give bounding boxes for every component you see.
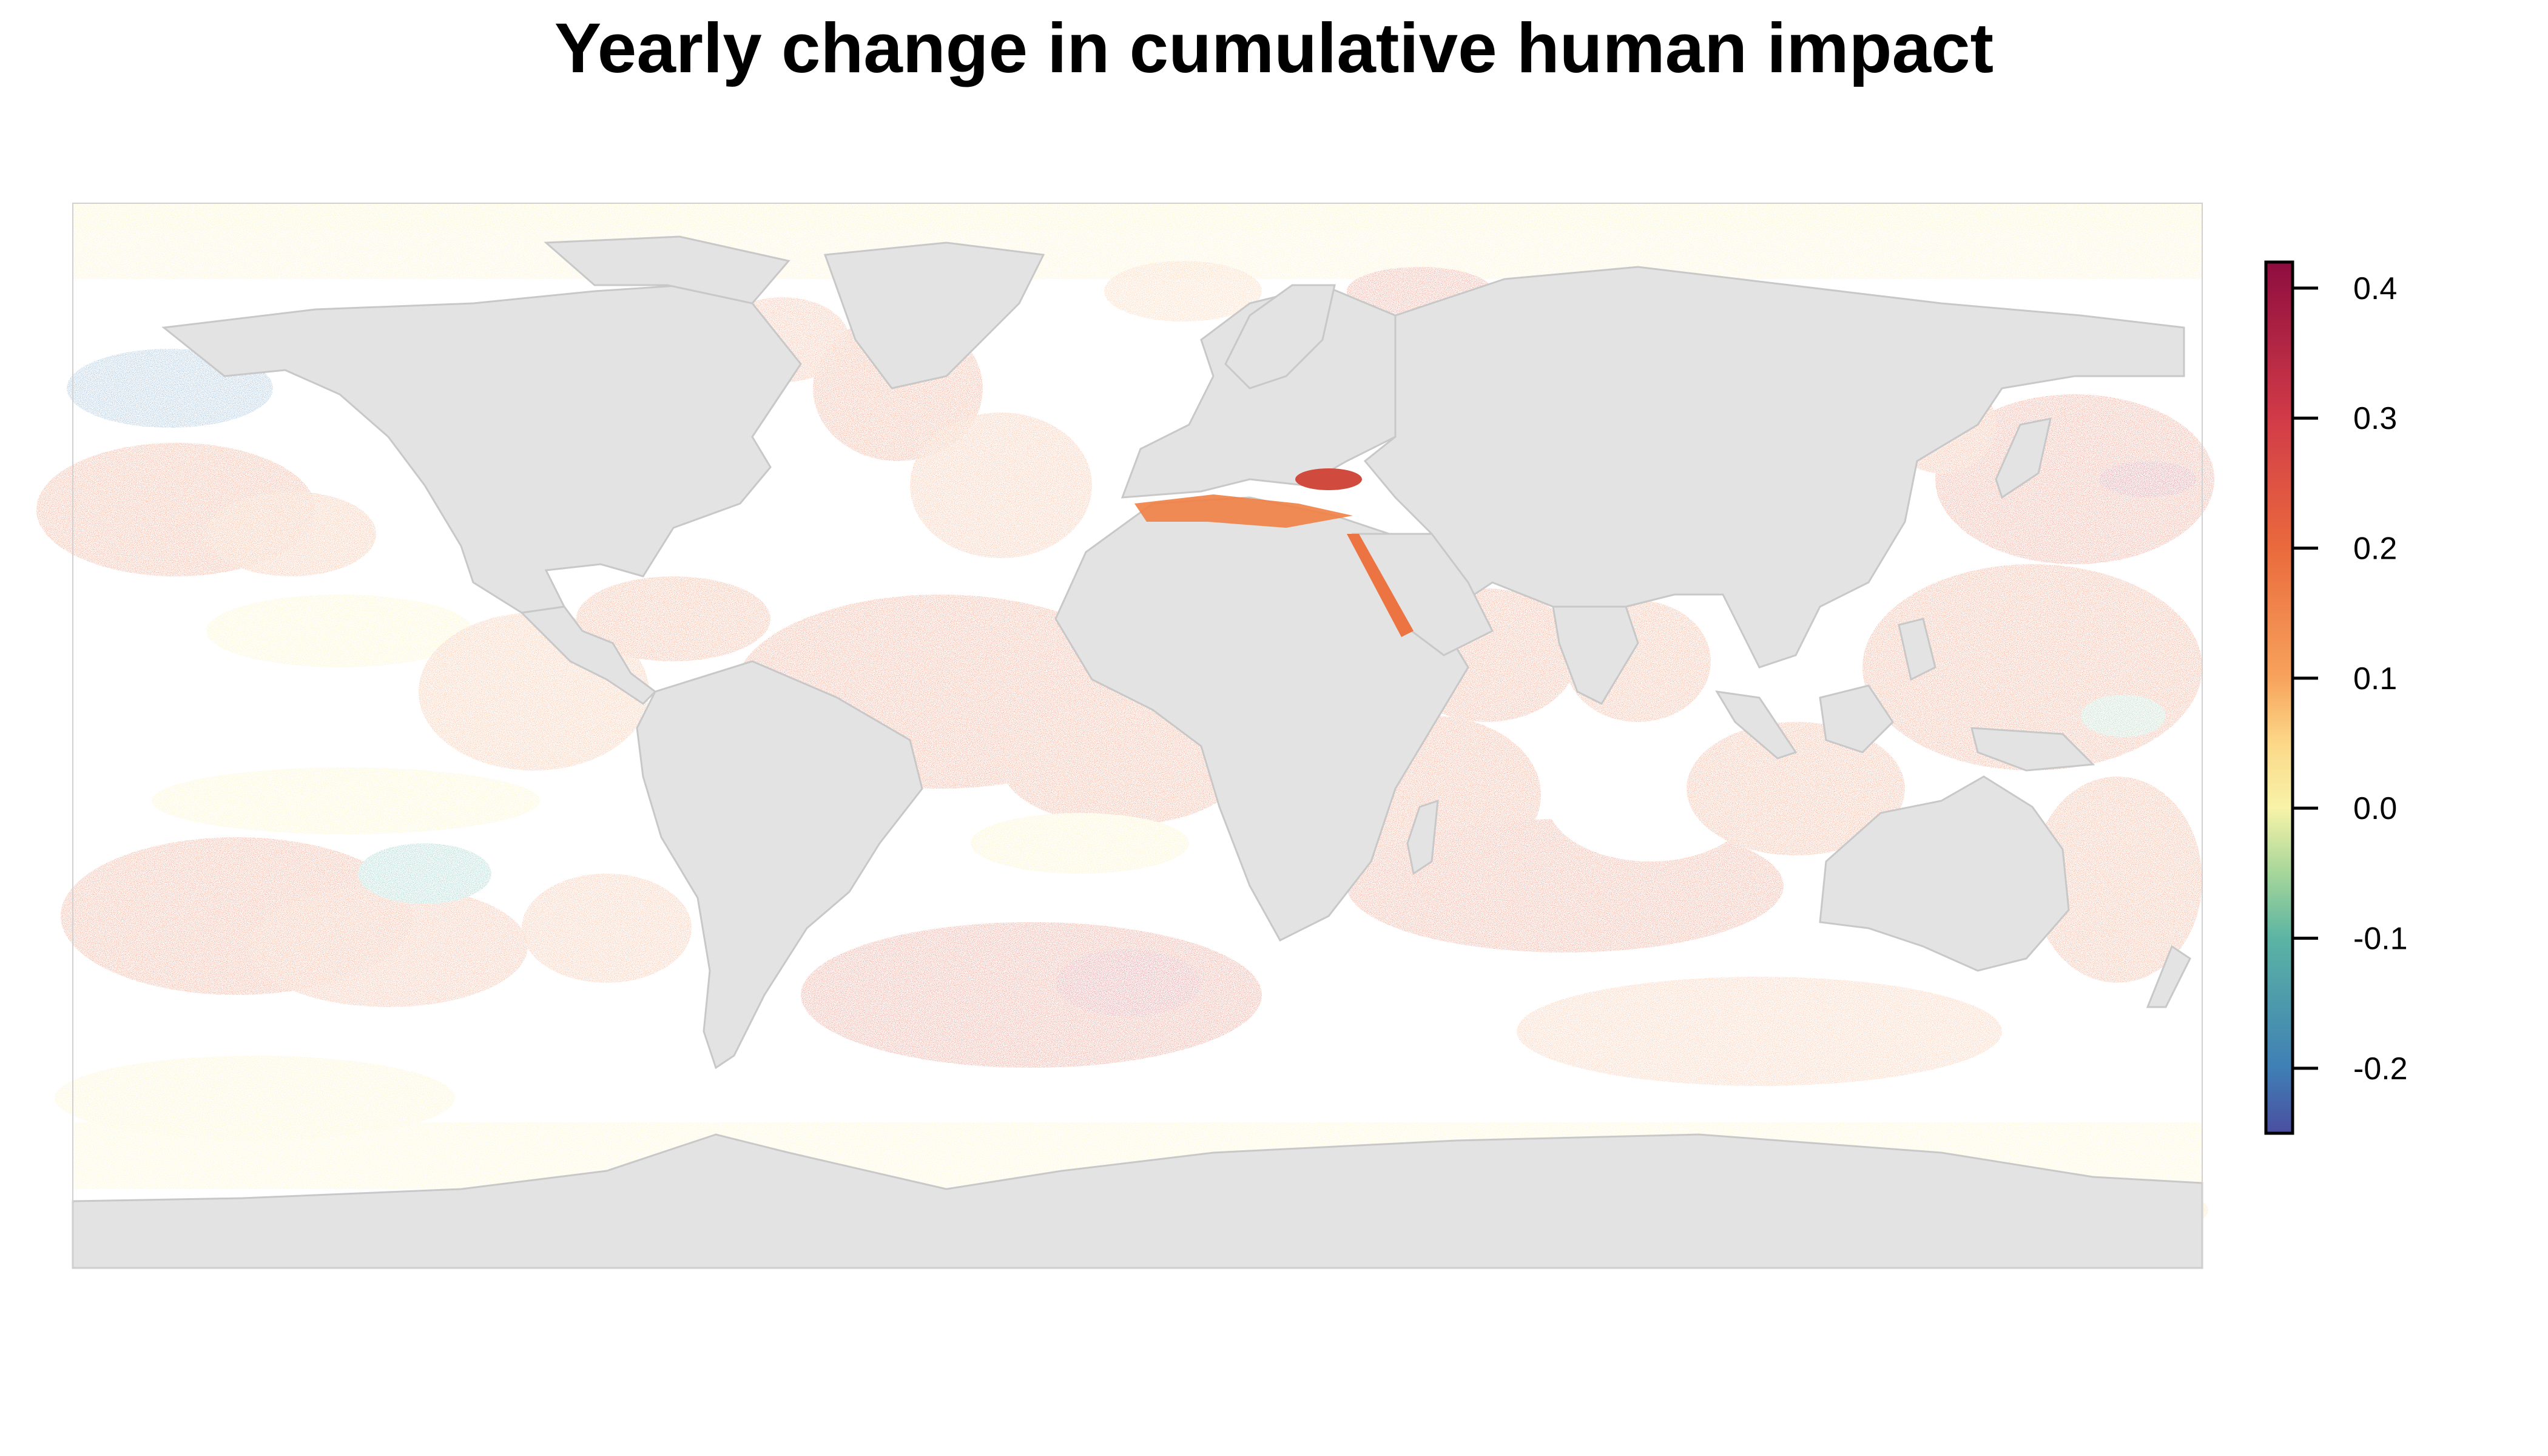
region-black-sea	[1295, 468, 1362, 490]
ocean-change-layer	[36, 203, 2214, 1228]
land-canadian-arctic	[544, 235, 790, 305]
map-title: Yearly change in cumulative human impact	[554, 8, 1994, 87]
region-southeast-pacific-negative	[358, 843, 491, 904]
region-south-pacific-east	[522, 874, 692, 983]
region-south-pacific-yellow	[55, 1056, 455, 1141]
region-north-atlantic-east	[910, 413, 1092, 558]
land-south-america	[636, 660, 923, 1070]
region-indian-ocean-east	[1687, 722, 1905, 855]
land-australia	[1819, 775, 2070, 972]
region-red-sea	[1347, 534, 1414, 637]
colorbar-tick-label: 0.0	[2353, 791, 2397, 826]
colorbar-legend: 0.4 0.3 0.2 0.1 0.0 -0.1 -0.2	[2264, 260, 2408, 1135]
region-nw-pacific	[1935, 394, 2214, 564]
land-sumatra	[1715, 690, 1798, 760]
region-coral-tasman	[2032, 777, 2202, 983]
land-borneo	[1819, 684, 1894, 753]
region-ne-pacific-gyre	[206, 595, 473, 667]
land-greenland	[823, 241, 1045, 389]
colorbar-gradient	[2264, 260, 2294, 1135]
land-japan	[1995, 417, 2052, 499]
region-kuroshio-core	[2099, 461, 2196, 497]
land-new-guinea	[1970, 727, 2095, 772]
land-madagascar	[1406, 799, 1439, 875]
region-gulf-guinea	[1001, 704, 1244, 825]
region-mediterranean	[1134, 494, 1353, 528]
region-south-atlantic-yellow	[971, 813, 1189, 874]
region-west-pacific-negative	[2081, 695, 2166, 737]
land-scandinavia	[1224, 284, 1336, 389]
region-caribbean	[576, 576, 770, 661]
region-equatorial-pacific-yellow	[152, 767, 540, 834]
region-arctic-band	[73, 203, 2202, 231]
map-panel	[36, 203, 2214, 1269]
colorbar-tick-label: -0.2	[2353, 1051, 2408, 1087]
colorbar-tick-label: 0.3	[2353, 401, 2397, 436]
colorbar-tick-label: 0.2	[2353, 531, 2397, 567]
region-south-atlantic-core	[1056, 949, 1201, 1016]
region-north-sea	[1104, 261, 1262, 322]
land-india	[1552, 605, 1639, 705]
land-central-america	[519, 605, 657, 705]
region-south-pacific-2	[249, 886, 528, 1007]
colorbar-tick-label: 0.4	[2353, 271, 2397, 306]
land-new-zealand	[2146, 945, 2191, 1008]
colorbar-ticks: 0.4 0.3 0.2 0.1 0.0 -0.1 -0.2	[2293, 271, 2408, 1087]
colorbar-tick-label: 0.1	[2353, 661, 2397, 696]
region-southern-indian	[1517, 977, 2002, 1086]
land-philippines	[1898, 618, 1936, 681]
map-frame	[72, 203, 2203, 1269]
colorbar-tick-label: -0.1	[2353, 922, 2408, 957]
land-layer	[72, 235, 2203, 1269]
region-north-pacific-mid	[206, 491, 376, 576]
